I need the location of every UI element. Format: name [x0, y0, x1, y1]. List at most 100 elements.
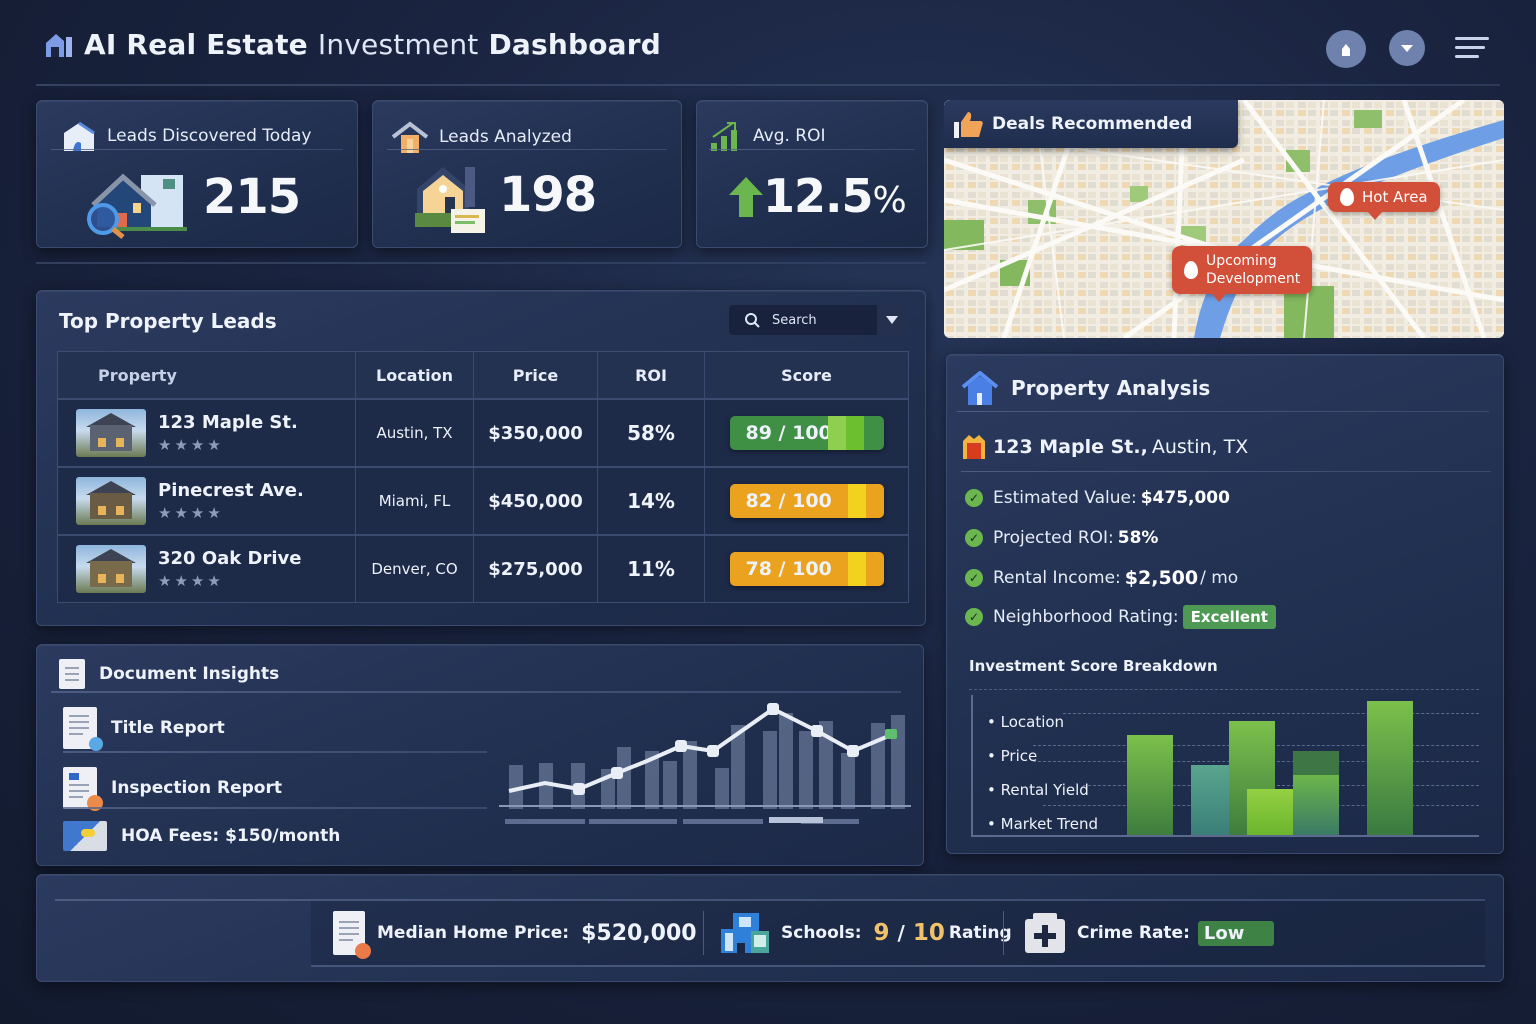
location-pin-icon [1184, 261, 1198, 279]
top-property-leads-panel: Top Property Leads Search Property Locat… [36, 290, 926, 626]
analysis-title: Property Analysis [1011, 376, 1211, 400]
deals-map[interactable]: Deals Recommended Hot Area Upcoming Devel… [944, 100, 1504, 338]
hoa-card-icon [63, 821, 107, 851]
breakdown-label: Rental Yield [1000, 781, 1089, 799]
stat-value: 12.5 [763, 169, 873, 223]
property-location: Denver, CO [356, 536, 474, 602]
property-location: Austin, TX [356, 400, 474, 466]
school-building-icon [721, 913, 769, 953]
property-thumbnail [76, 409, 146, 457]
menu-icon[interactable] [1455, 31, 1489, 64]
metric-median-price: Median Home Price: $520,000 [333, 901, 697, 965]
search-icon [745, 312, 760, 328]
home-logo-icon [46, 33, 72, 57]
score-badge: 89 / 100 [729, 416, 884, 450]
search-input[interactable]: Search [772, 312, 817, 328]
bar-market-trend [1293, 775, 1339, 835]
property-thumbnail [76, 545, 146, 593]
schools-score: 9 [873, 920, 890, 946]
doc-item-inspection-report[interactable]: Inspection Report [63, 767, 282, 811]
house-document-icon [415, 167, 485, 233]
pin-upcoming-development[interactable]: Upcoming Development [1172, 246, 1313, 302]
user-button[interactable] [1326, 30, 1366, 68]
table-header: Property Location Price ROI Score [58, 352, 908, 398]
table-row[interactable]: 123 Maple St. ★★★★ Austin, TX $350,000 58… [58, 398, 908, 466]
analysis-address-street: 123 Maple St., [993, 436, 1148, 458]
property-roi: 58% [598, 400, 705, 466]
house-icon [64, 121, 95, 151]
check-icon: ✓ [965, 569, 983, 587]
metrics-bar: Median Home Price: $520,000 Schools: 9 /… [311, 901, 1485, 967]
column-header-roi[interactable]: ROI [598, 352, 705, 398]
property-price: $350,000 [474, 400, 598, 466]
property-thumbnail [76, 477, 146, 525]
schools-max: 10 [912, 920, 945, 946]
stat-card-avg-roi: Avg. ROI 12.5% [696, 100, 928, 248]
documents-title: Document Insights [99, 664, 280, 684]
column-header-score[interactable]: Score [781, 365, 832, 385]
analysis-rental-income: ✓ Rental Income: $2,500 / mo [965, 567, 1238, 589]
doc-item-title-report[interactable]: Title Report [63, 707, 225, 751]
analysis-projected-roi: ✓ Projected ROI: 58% [965, 528, 1158, 548]
property-marker-icon [963, 435, 985, 459]
home-icon [961, 371, 999, 405]
title-part-1: AI Real Estate [84, 28, 308, 61]
stat-card-leads-analyzed: Leads Analyzed 198 [372, 100, 682, 248]
house-search-icon [87, 173, 187, 239]
trend-up-arrow-icon [729, 177, 763, 217]
pin-hot-area[interactable]: Hot Area [1328, 182, 1440, 220]
crime-rate-badge: Low [1197, 920, 1275, 946]
search-dropdown-button[interactable] [877, 305, 907, 335]
analysis-estimated-value: ✓ Estimated Value: $475,000 [965, 488, 1230, 508]
column-header-price[interactable]: Price [474, 352, 598, 398]
stat-unit: % [872, 180, 907, 221]
growth-chart-icon [711, 122, 737, 151]
title-part-3: Dashboard [488, 28, 662, 61]
user-icon [1342, 44, 1350, 56]
column-header-location[interactable]: Location [356, 352, 474, 398]
leads-table: Property Location Price ROI Score 123 Ma… [57, 351, 909, 603]
star-rating-icon: ★★★★ [158, 572, 224, 590]
score-badge: 82 / 100 [729, 484, 884, 518]
rating-badge: Excellent [1182, 605, 1276, 629]
table-row[interactable]: Pinecrest Ave. ★★★★ Miami, FL $450,000 14… [58, 466, 908, 534]
breakdown-label: Market Trend [1000, 815, 1099, 833]
property-price: $275,000 [474, 536, 598, 602]
stat-value: 215 [203, 169, 301, 225]
score-badge: 78 / 100 [729, 552, 884, 586]
doc-item-hoa-fees[interactable]: HOA Fees: $150/month [63, 821, 340, 851]
stat-label: Leads Discovered Today [107, 126, 312, 146]
check-icon: ✓ [965, 608, 983, 626]
stat-label: Leads Analyzed [439, 127, 572, 147]
location-pin-icon [1340, 188, 1354, 206]
analysis-neighborhood-rating: ✓ Neighborhood Rating: Excellent [965, 605, 1276, 629]
breakdown-label: Location [1000, 713, 1065, 731]
leads-title: Top Property Leads [59, 309, 277, 333]
document-insights-panel: Document Insights Title Report Inspectio… [36, 644, 924, 866]
stat-label: Avg. ROI [753, 126, 826, 146]
trend-chart [499, 703, 911, 824]
title-report-icon [63, 707, 103, 751]
property-name: 123 Maple St. [158, 412, 298, 433]
star-rating-icon: ★★★★ [158, 436, 224, 454]
first-aid-icon [1025, 913, 1065, 953]
property-roi: 11% [598, 536, 705, 602]
map-title: Deals Recommended [992, 114, 1193, 134]
metric-crime-rate: Crime Rate: Low [1025, 901, 1275, 965]
footer-panel: Median Home Price: $520,000 Schools: 9 /… [36, 874, 1504, 982]
score-breakdown-chart: • Location • Price • Rental Yield • Mark… [971, 695, 1479, 837]
title-part-2: Investment [317, 28, 479, 61]
breakdown-title: Investment Score Breakdown [969, 657, 1218, 675]
dropdown-button[interactable] [1389, 30, 1425, 66]
inspection-report-icon [63, 767, 103, 811]
table-row[interactable]: 320 Oak Drive ★★★★ Denver, CO $275,000 11… [58, 534, 908, 602]
map-title-bar: Deals Recommended [944, 100, 1238, 148]
search-box[interactable]: Search [729, 305, 907, 335]
bar-overall [1367, 701, 1413, 835]
price-document-icon [333, 911, 371, 959]
property-name: 320 Oak Drive [158, 548, 302, 569]
dropdown-icon [1401, 45, 1413, 52]
bar-location [1127, 735, 1173, 835]
house-roof-icon [391, 121, 429, 153]
column-header-property[interactable]: Property [58, 352, 356, 398]
